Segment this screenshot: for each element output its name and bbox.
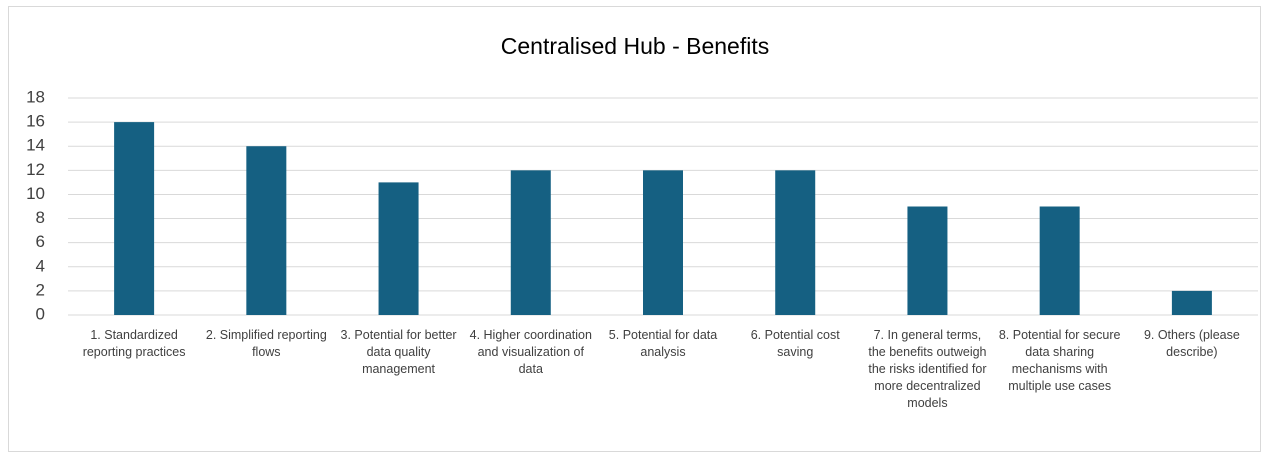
y-tick-label: 10 (26, 184, 45, 203)
y-tick-label: 2 (36, 280, 45, 299)
bar (114, 122, 155, 315)
x-tick-label: 3. Potential for better data quality manag… (341, 328, 457, 376)
x-tick-label: 9. Others (please describe) (1144, 328, 1240, 359)
bar (907, 206, 948, 315)
x-tick-label: 8. Potential for secure data sharing mecha… (999, 328, 1121, 393)
y-tick-label: 18 (26, 87, 45, 106)
bar (378, 182, 419, 315)
y-tick-label: 14 (26, 136, 45, 155)
bar (643, 170, 683, 315)
bar (1039, 206, 1080, 315)
x-tick-label: 1. Standardized reporting practices (83, 328, 186, 359)
y-tick-label: 4 (36, 256, 45, 275)
bar (775, 170, 816, 315)
y-tick-label: 12 (26, 160, 45, 179)
x-tick-label: 2. Simplified reporting flows (206, 328, 327, 359)
x-tick-label: 4. Higher coordination and visualization … (470, 328, 592, 376)
y-tick-label: 0 (36, 304, 45, 323)
bar (1171, 290, 1212, 315)
y-tick-label: 8 (36, 208, 45, 227)
x-tick-label: 5. Potential for data analysis (609, 328, 717, 359)
bar (510, 170, 551, 315)
x-tick-label: 6. Potential cost saving (751, 328, 840, 359)
y-tick-label: 6 (36, 232, 45, 251)
y-tick-label: 16 (26, 112, 45, 131)
chart-title: Centralised Hub - Benefits (501, 33, 769, 59)
bar (246, 146, 287, 315)
x-tick-label: 7. In general terms, the benefits outweig… (868, 328, 986, 410)
